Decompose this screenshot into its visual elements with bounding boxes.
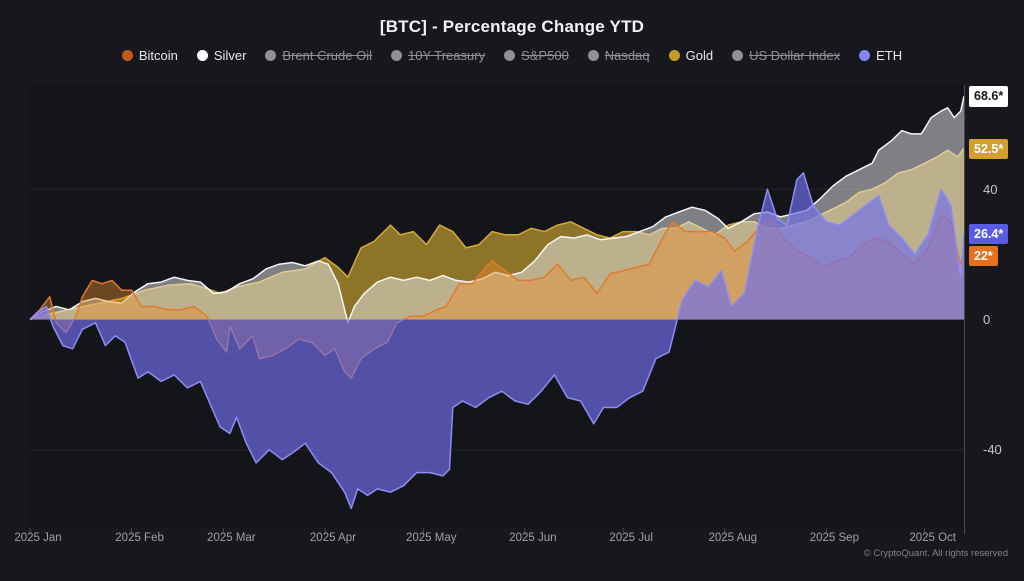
y-tick-label-0: 0: [983, 312, 991, 328]
y-badge-silver: 68.6*: [969, 86, 1009, 107]
legend-label-gold: Gold: [685, 48, 714, 63]
x-axis-label: 2025 Jun: [509, 532, 557, 544]
x-axis-label: 2025 Mar: [207, 532, 256, 544]
y-badge-gold: 52.5*: [969, 138, 1009, 160]
x-axis-label: 2025 Feb: [115, 532, 164, 544]
legend-item-brent-crude-oil[interactable]: Brent Crude Oil: [265, 48, 372, 63]
series-area-silver: [30, 96, 964, 323]
legend-label-eth: ETH: [876, 48, 903, 63]
x-axis-label: 2025 Apr: [309, 532, 356, 544]
x-axis-label: 2025 Oct: [909, 532, 957, 544]
legend-item-bitcoin[interactable]: Bitcoin: [121, 48, 178, 63]
legend-label-nasdaq: Nasdaq: [604, 48, 650, 63]
legend-dot-bitcoin: [121, 50, 133, 61]
x-axis-label: 2025 May: [405, 532, 457, 544]
legend-item-gold[interactable]: Gold: [668, 48, 714, 63]
legend-dot-silver: [196, 50, 208, 61]
y-tick-label-40: 40: [983, 181, 998, 197]
x-axis-label: 2025 Jul: [609, 532, 653, 544]
legend-dot-us-dollar-index: [732, 50, 744, 61]
legend-dot-brent-crude-oil: [265, 50, 277, 61]
legend-label-10y-treasury: 10Y Treasury: [408, 48, 486, 63]
series-line-eth: [29, 172, 965, 510]
series-line-silver: [29, 95, 965, 324]
legend-item-silver[interactable]: Silver: [196, 48, 247, 63]
legend-dot-eth: [859, 50, 871, 61]
y-badge-eth: 26.4*: [969, 223, 1009, 245]
copyright-text: © CryptoQuant. All rights reserved: [863, 548, 1008, 559]
legend-dot-gold: [668, 50, 680, 61]
legend-item-us-dollar-index[interactable]: US Dollar Index: [732, 48, 840, 63]
legend-label-us-dollar-index: US Dollar Index: [749, 48, 841, 63]
x-axis-label: 2025 Jan: [14, 532, 62, 544]
legend-item-sp500[interactable]: S&P500: [504, 48, 569, 63]
legend-item-eth[interactable]: ETH: [859, 48, 902, 63]
legend-label-sp500: S&P500: [521, 48, 569, 63]
x-axis-label: 2025 Aug: [708, 532, 758, 544]
legend-dot-10y-treasury: [391, 50, 402, 61]
legend-label-brent-crude-oil: Brent Crude Oil: [282, 48, 372, 63]
legend-item-nasdaq[interactable]: Nasdaq: [587, 48, 650, 63]
y-badge-bitcoin: 22*: [969, 245, 998, 267]
legend-label-bitcoin: Bitcoin: [138, 48, 178, 63]
legend-dot-sp500: [504, 50, 516, 61]
y-tick-label--40: -40: [983, 442, 1002, 458]
series-area-eth: [30, 172, 964, 509]
legend-label-silver: Silver: [213, 48, 247, 63]
legend: Bitcoin Silver Brent Crude Oil 10Y Treasury…: [0, 48, 1024, 63]
legend-dot-nasdaq: [587, 50, 599, 61]
legend-item-10y-treasury[interactable]: 10Y Treasury: [391, 48, 485, 63]
chart-title: [BTC] - Percentage Change YTD: [379, 17, 645, 36]
x-axis-label: 2025 Sep: [809, 532, 859, 544]
